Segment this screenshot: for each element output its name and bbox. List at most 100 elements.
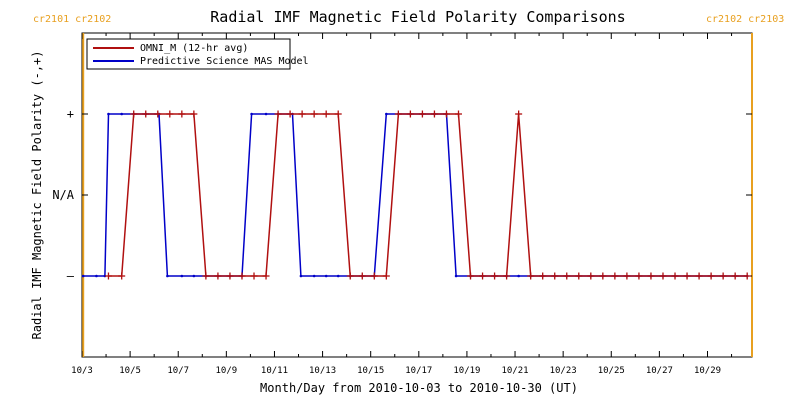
omni-data-point <box>575 272 583 280</box>
mas-data-point <box>192 274 196 278</box>
omni-data-point <box>695 272 703 280</box>
y-axis-label: Radial IMF Magnetic Field Polarity (-,+) <box>30 51 44 340</box>
omni-data-point <box>262 272 270 280</box>
omni-data-point <box>671 272 679 280</box>
carrington-right-label: cr2102 cr2103 <box>706 14 784 25</box>
omni-data-point <box>202 272 210 280</box>
omni-data-point <box>515 110 523 118</box>
omni-data-point <box>358 272 366 280</box>
omni-data-point <box>683 272 691 280</box>
omni-data-point <box>599 272 607 280</box>
omni-data-point <box>539 272 547 280</box>
x-tick-label: 10/11 <box>261 366 288 376</box>
x-tick-label: 10/13 <box>309 366 336 376</box>
omni-data-point <box>274 110 282 118</box>
x-tick-label: 10/29 <box>694 366 721 376</box>
omni-data-point <box>418 110 426 118</box>
mas-data-point <box>454 274 458 278</box>
omni-data-point <box>503 272 511 280</box>
y-tick-label: + <box>67 107 74 121</box>
omni-data-point <box>130 110 138 118</box>
mas-data-point <box>385 112 388 116</box>
legend-box <box>86 38 291 70</box>
x-tick-label: 10/5 <box>119 366 141 376</box>
omni-data-point <box>527 272 535 280</box>
x-tick-label: 10/3 <box>71 366 93 376</box>
omni-data-point <box>430 110 438 118</box>
omni-data-point <box>467 272 475 280</box>
omni-data-point <box>659 272 667 280</box>
omni-data-point <box>298 110 306 118</box>
x-tick-label: 10/17 <box>405 366 432 376</box>
legend-label-mas: Predictive Science MAS Model <box>140 56 309 67</box>
omni-data-point <box>104 272 112 280</box>
mas-data-point <box>120 112 123 116</box>
omni-data-point <box>491 272 499 280</box>
omni-data-point <box>334 110 342 118</box>
mas-data-point <box>312 274 316 278</box>
omni-data-point <box>611 272 619 280</box>
mas-data-point <box>299 274 303 278</box>
omni-data-point <box>250 272 258 280</box>
omni-data-point <box>226 272 234 280</box>
x-tick-label: 10/19 <box>453 366 480 376</box>
omni-data-point <box>551 272 559 280</box>
mas-data-point <box>264 112 268 116</box>
omni-data-point <box>479 272 487 280</box>
mas-data-point <box>81 274 85 278</box>
omni-data-point <box>154 110 162 118</box>
mas-data-point <box>336 274 340 278</box>
omni-data-point <box>214 272 222 280</box>
omni-data-point <box>310 110 318 118</box>
legend: OMNI_M (12-hr avg) Predictive Science MA… <box>86 38 309 70</box>
omni-data-point <box>707 272 715 280</box>
x-tick-label: 10/7 <box>167 366 189 376</box>
omni-data-point <box>587 272 595 280</box>
omni-data-point <box>286 110 294 118</box>
carrington-left-label: cr2101 cr2102 <box>33 14 111 25</box>
x-tick-label: 10/9 <box>216 366 238 376</box>
legend-label-omni: OMNI_M (12-hr avg) <box>140 43 248 54</box>
mas-data-point <box>95 274 98 278</box>
omni-data-point <box>346 272 354 280</box>
omni-data-point <box>142 110 150 118</box>
omni-data-point <box>406 110 414 118</box>
x-tick-label: 10/23 <box>550 366 577 376</box>
omni-data-point <box>454 110 462 118</box>
mas-data-point <box>107 112 110 116</box>
series-line-omni <box>108 113 748 277</box>
plot-frame <box>81 32 753 358</box>
mas-data-point <box>517 274 520 278</box>
omni-data-point <box>743 272 751 280</box>
mas-data-point <box>166 274 169 278</box>
x-axis-label: Month/Day from 2010-10-03 to 2010-10-30 … <box>260 381 578 395</box>
omni-data-point <box>118 272 126 280</box>
omni-data-point <box>635 272 643 280</box>
omni-data-point <box>731 272 739 280</box>
series-line-mas <box>83 113 748 277</box>
omni-data-point <box>370 272 378 280</box>
omni-data-point <box>322 110 330 118</box>
omni-data-point <box>190 110 198 118</box>
omni-data-point <box>238 272 246 280</box>
chart-title: Radial IMF Magnetic Field Polarity Compa… <box>210 8 625 26</box>
mas-data-point <box>180 274 184 278</box>
x-tick-label: 10/21 <box>501 366 528 376</box>
omni-data-point <box>382 272 390 280</box>
omni-data-point <box>166 110 174 118</box>
y-tick-label: – <box>67 269 75 283</box>
mas-data-point <box>250 112 253 116</box>
x-tick-label: 10/25 <box>598 366 625 376</box>
omni-data-point <box>178 110 186 118</box>
omni-data-point <box>563 272 571 280</box>
omni-data-point <box>719 272 727 280</box>
omni-data-point <box>442 110 450 118</box>
y-tick-label: N/A <box>52 188 74 202</box>
mas-data-point <box>324 274 328 278</box>
x-tick-label: 10/15 <box>357 366 384 376</box>
omni-data-point <box>623 272 631 280</box>
x-tick-label: 10/27 <box>646 366 673 376</box>
omni-data-point <box>394 110 402 118</box>
omni-data-point <box>647 272 655 280</box>
